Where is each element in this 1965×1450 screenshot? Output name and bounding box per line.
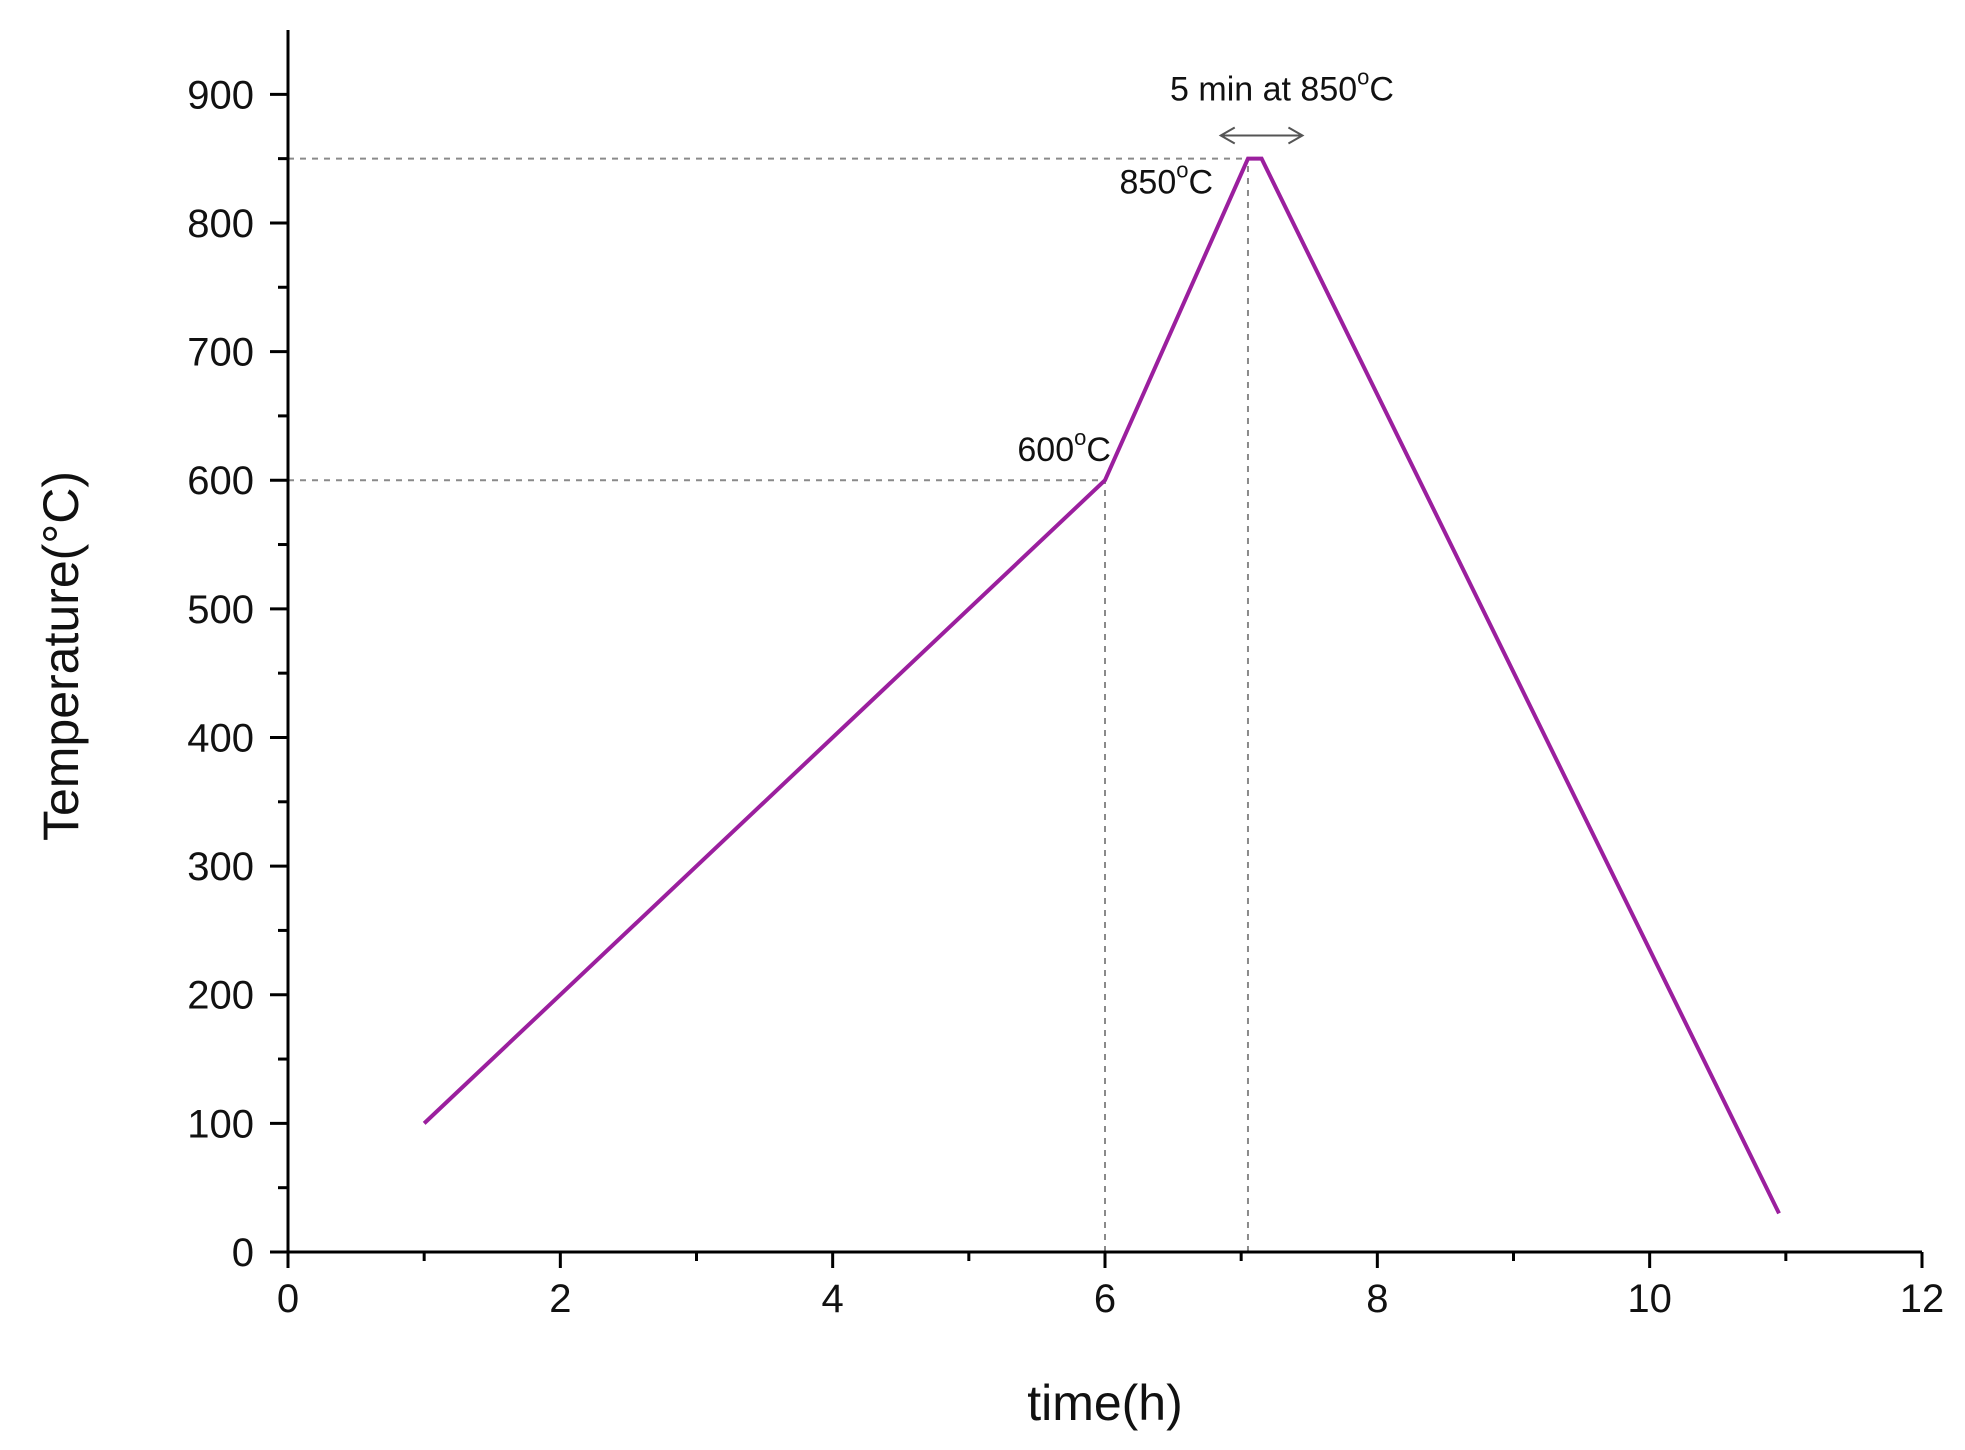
reference-lines: [288, 157, 1249, 1252]
annotation-mid: 600oC: [1017, 425, 1111, 469]
x-tick-label: 6: [1094, 1277, 1116, 1321]
annotations: 5 min at 850oC 850oC 600oC: [1017, 65, 1394, 469]
x-tick-label: 4: [822, 1277, 844, 1321]
x-tick-label: 2: [549, 1277, 571, 1321]
y-tick-label: 500: [187, 588, 254, 632]
x-axis-title: time(h): [1027, 1375, 1183, 1431]
y-tick-label: 300: [187, 845, 254, 889]
x-tick-label: 8: [1366, 1277, 1388, 1321]
x-tick-label: 12: [1900, 1277, 1945, 1321]
y-tick-label: 0: [232, 1231, 254, 1275]
series-group: [422, 156, 1781, 1215]
series-line-0: [422, 156, 1781, 1215]
hold-arrow-left-head: [1218, 126, 1236, 145]
axes: 0 2 4 6 8 10 12 0 100 200 300 400 500 600 700 800 900: [187, 30, 1944, 1321]
y-tick-label: 200: [187, 974, 254, 1018]
annotation-hold: 5 min at 850oC: [1170, 65, 1394, 109]
y-tick-label: 700: [187, 331, 254, 375]
hold-arrow-right-head: [1287, 126, 1305, 145]
x-tick-label: 10: [1627, 1277, 1672, 1321]
x-tick-label: 0: [277, 1277, 299, 1321]
y-tick-label: 100: [187, 1102, 254, 1146]
y-tick-label: 600: [187, 459, 254, 503]
y-tick-label: 400: [187, 716, 254, 760]
annotation-peak: 850oC: [1120, 157, 1214, 201]
y-axis-title: Temperature(°C): [33, 471, 89, 841]
y-tick-label: 800: [187, 202, 254, 246]
y-tick-label: 900: [187, 73, 254, 117]
